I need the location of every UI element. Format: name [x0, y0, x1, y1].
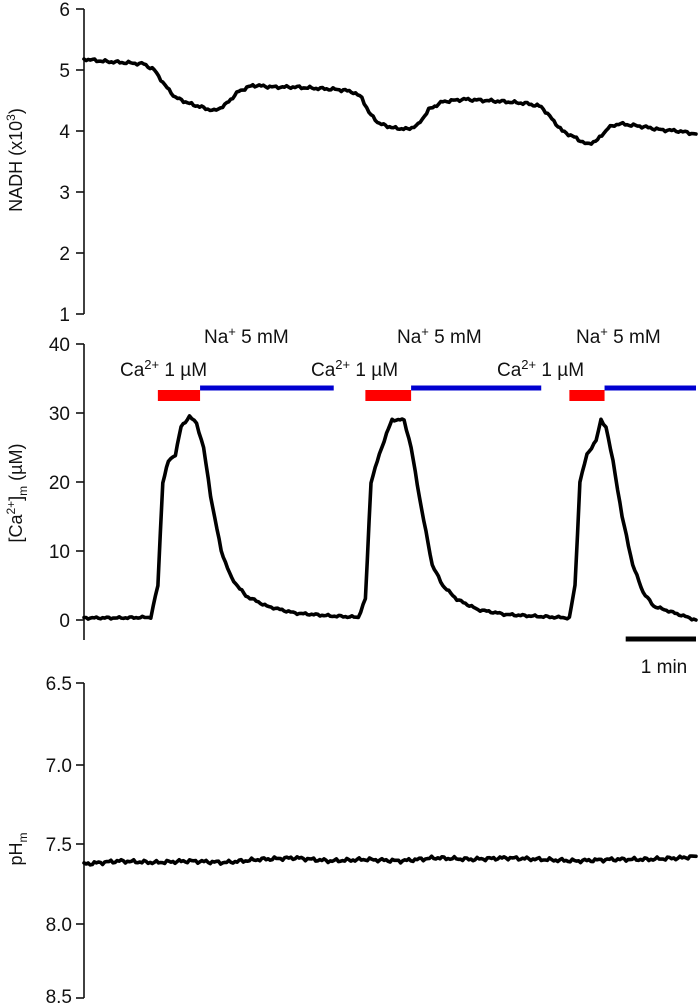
calcium-trace: [82, 414, 698, 622]
nadh-trace: [82, 57, 698, 146]
calcium-ylabel-charge: 2+: [4, 501, 18, 515]
ph-tick-label: 8.0: [46, 915, 72, 936]
calcium-tick-label: 30: [49, 404, 70, 425]
calcium-tick-label: 0: [59, 611, 70, 632]
ph-tick-label: 7.0: [46, 756, 72, 777]
application-bars: [157, 385, 696, 401]
ca-application-label: Ca2+ 1 µM: [497, 357, 584, 381]
calcium-tick-label: 20: [49, 473, 70, 494]
nadh-tick-label: 4: [59, 122, 70, 143]
calcium-y-axis-label: [Ca2+]m (µM): [4, 443, 30, 542]
nadh-ylabel-exponent: 3: [4, 114, 18, 121]
nadh-tick-label: 6: [59, 0, 70, 21]
ca-application-label: Ca2+ 1 µM: [120, 357, 207, 381]
nadh-ylabel-text: NADH (x10: [6, 121, 26, 212]
ph-ylabel-text: pH: [6, 842, 26, 865]
calcium-tick-label: 10: [49, 542, 70, 563]
ca-application-bar: [365, 390, 412, 401]
ph-tick-label: 8.5: [46, 987, 72, 1005]
nadh-y-axis-label: NADH (x103): [4, 108, 26, 212]
ph-panel: 6.5 7.0 7.5 8.0 8.5 pHm: [6, 674, 698, 1005]
calcium-ylabel-subscript: m: [16, 486, 30, 496]
time-scale-label: 1 min: [641, 657, 687, 678]
na-application-label: Na+ 5 mM: [576, 324, 661, 348]
na-application-label: Na+ 5 mM: [397, 324, 482, 348]
ca-application-bar: [569, 390, 605, 401]
ph-ylabel-subscript: m: [16, 832, 30, 842]
nadh-ylabel-close: ): [6, 108, 26, 114]
ca-application-bar: [157, 390, 201, 401]
na-application-label: Na+ 5 mM: [204, 324, 289, 348]
nadh-panel: 6 5 4 3 2 1 NADH (x103): [4, 0, 698, 326]
ph-tick-label: 7.5: [46, 835, 72, 856]
nadh-tick-label: 1: [59, 305, 70, 326]
calcium-ylabel-text: [Ca: [6, 514, 26, 543]
nadh-tick-label: 3: [59, 183, 70, 204]
ca-application-label: Ca2+ 1 µM: [311, 357, 398, 381]
calcium-ylabel-unit: (µM): [6, 443, 26, 485]
calcium-ylabel-bracket: ]: [6, 496, 26, 501]
calcium-panel: 40 30 20 10 0 [Ca2+]m (µM) Ca2+ 1 µM Na+…: [4, 324, 698, 678]
ph-tick-label: 6.5: [46, 674, 72, 695]
calcium-tick-label: 40: [49, 335, 70, 356]
ph-trace: [82, 854, 698, 867]
ph-y-axis-label: pHm: [6, 832, 30, 865]
nadh-tick-label: 2: [59, 244, 70, 265]
nadh-tick-label: 5: [59, 61, 70, 82]
